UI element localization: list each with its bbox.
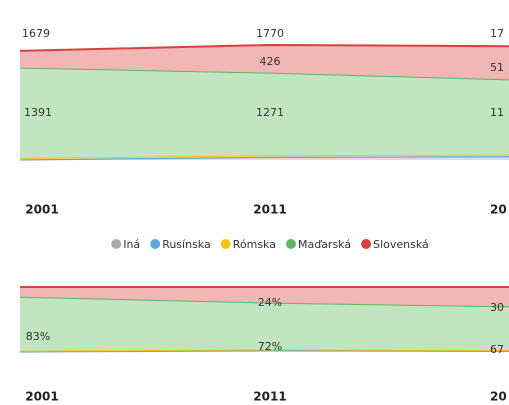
legend-swatch (220, 239, 231, 249)
legend-swatch (361, 239, 372, 249)
legend-label: Slovenská (373, 238, 429, 251)
legend-label: Rómska (233, 238, 276, 251)
value-label: 24% (258, 296, 282, 309)
value-label: 1271 (256, 106, 284, 119)
value-label: 51 (490, 61, 504, 74)
legend-label: Rusínska (162, 238, 211, 251)
total-label: 1679 (22, 27, 50, 40)
x-tick-label: 2011 (253, 390, 286, 404)
area (20, 296, 509, 351)
legend-label: Maďarská (298, 238, 351, 251)
area (20, 287, 509, 307)
total-label: 1770 (256, 27, 284, 40)
x-tick-label: 2001 (25, 390, 58, 404)
value-label: 72% (258, 340, 282, 353)
x-tick-label: 20 (490, 390, 507, 404)
legend-swatch (111, 239, 122, 249)
area (20, 67, 509, 159)
value-label: 67 (490, 343, 504, 356)
x-tick-label: 2001 (25, 203, 58, 217)
value-label: 426 (260, 55, 281, 68)
x-tick-label: 20 (490, 203, 507, 217)
value-label: 30 (490, 301, 504, 314)
total-label: 17 (490, 27, 504, 40)
value-label: 1391 (24, 106, 52, 119)
legend-swatch (150, 239, 161, 249)
value-label: 11 (490, 106, 504, 119)
legend: Iná Rusínska Rómska Maďarská Slovenská (111, 238, 429, 251)
value-label: 83% (26, 330, 50, 343)
legend-label: Iná (123, 238, 140, 251)
area (20, 44, 509, 80)
legend-swatch (285, 239, 296, 249)
area-line (19, 43, 509, 52)
x-tick-label: 2011 (253, 203, 286, 217)
